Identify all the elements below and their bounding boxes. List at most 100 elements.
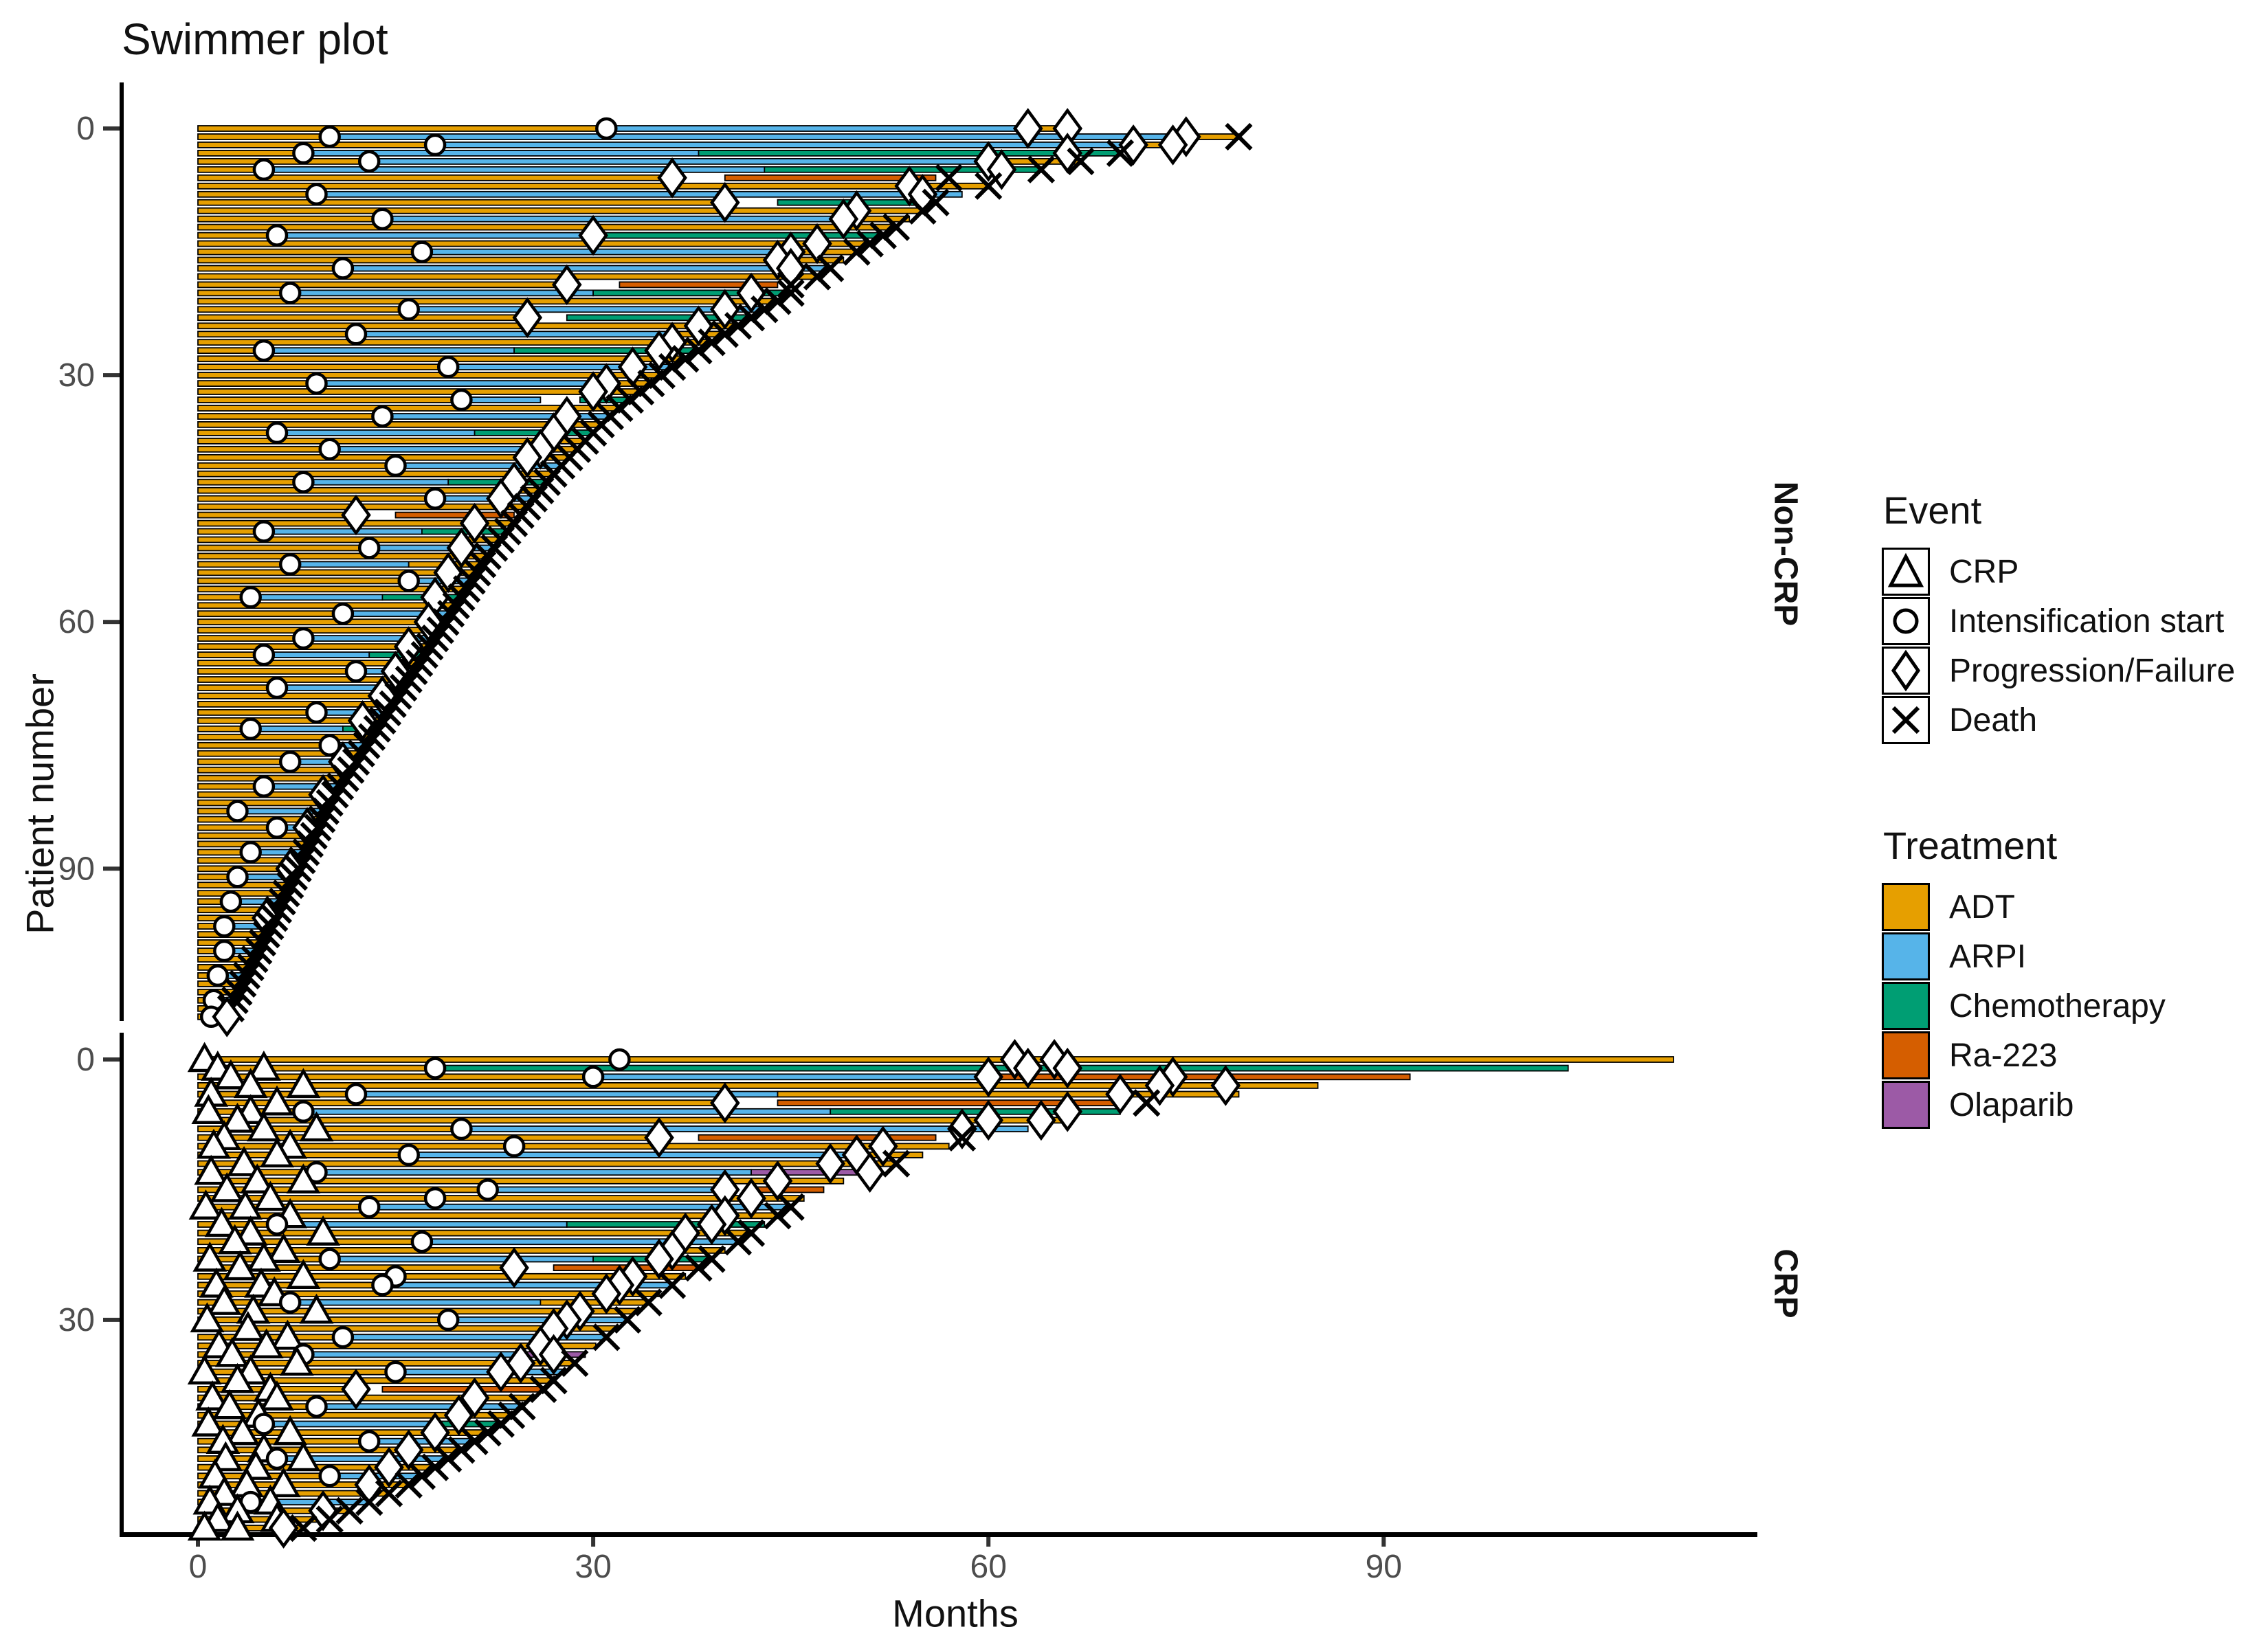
event-crp-marker — [230, 1310, 265, 1341]
event-death-marker — [432, 608, 460, 636]
event-death-marker — [408, 1462, 436, 1490]
event-intensification-marker — [292, 1100, 315, 1123]
treatment-segment-P — [592, 1073, 990, 1081]
svg-text:90: 90 — [1366, 1549, 1402, 1585]
event-progression-marker — [854, 1152, 885, 1193]
legend-event: Event CRP Intensification start Progressio… — [1882, 488, 2235, 745]
treatment-segment-A — [197, 1143, 950, 1150]
diamond-icon — [1882, 647, 1930, 695]
svg-text:60: 60 — [970, 1549, 1007, 1585]
event-death-marker — [400, 657, 428, 686]
event-progression-marker — [512, 436, 543, 478]
event-crp-marker — [286, 1259, 321, 1290]
event-progression-marker — [1012, 1047, 1043, 1089]
event-intensification-marker — [226, 866, 249, 888]
treatment-segment-A — [197, 1117, 1069, 1124]
event-progression-marker — [393, 1429, 424, 1471]
treatment-segment-R — [698, 1134, 937, 1141]
event-intensification-marker — [502, 1135, 526, 1158]
event-crp-marker — [212, 1389, 247, 1420]
panel-bars-Non-CRP — [197, 125, 1240, 1020]
treatment-segment-P — [315, 380, 608, 387]
treatment-segment-C — [434, 1064, 1569, 1072]
event-crp-marker — [191, 1094, 226, 1125]
event-intensification-marker — [252, 643, 276, 666]
event-intensification-marker — [384, 1360, 407, 1383]
event-death-marker — [751, 295, 779, 324]
circle-icon — [1882, 597, 1930, 645]
treatment-segment-A — [197, 741, 331, 749]
event-intensification-marker — [371, 1274, 394, 1297]
treatment-segment-A — [197, 602, 457, 609]
event-death-marker — [355, 1488, 383, 1516]
treatment-segment-A — [197, 544, 370, 552]
event-progression-marker — [973, 1099, 1003, 1141]
event-death-marker — [803, 262, 832, 291]
treatment-segment-A — [197, 561, 291, 568]
event-crp-marker — [228, 1189, 263, 1220]
event-intensification-marker — [318, 734, 341, 757]
event-crp-marker — [187, 1354, 222, 1384]
event-crp-marker — [207, 1285, 242, 1315]
treatment-segment-A — [197, 635, 304, 642]
treatment-segment-A — [197, 273, 818, 280]
event-crp-marker — [266, 1467, 301, 1498]
treatment-segment-A — [197, 627, 441, 634]
event-death-marker — [724, 312, 753, 340]
treatment-segment-A — [197, 429, 278, 436]
event-crp-marker — [188, 1189, 223, 1220]
treatment-segment-A — [197, 668, 357, 675]
event-intensification-marker — [436, 1308, 460, 1332]
event-death-marker — [236, 953, 265, 982]
event-death-marker — [487, 1410, 515, 1438]
event-crp-marker — [270, 1319, 305, 1350]
treatment-segment-A — [197, 618, 447, 626]
event-intensification-marker — [305, 1395, 328, 1418]
event-crp-marker — [249, 1328, 284, 1359]
event-death-marker — [232, 961, 261, 990]
event-death-marker — [1027, 155, 1056, 183]
treatment-segment-C — [566, 1221, 766, 1228]
treatment-segment-P — [302, 478, 449, 486]
event-progression-marker — [433, 552, 463, 594]
event-progression-marker — [459, 502, 490, 544]
event-crp-marker — [286, 1441, 321, 1472]
event-death-marker — [241, 945, 269, 974]
event-death-marker — [869, 221, 897, 249]
event-death-marker — [468, 550, 497, 579]
event-death-marker — [229, 969, 257, 998]
event-intensification-marker — [239, 717, 262, 741]
event-death-marker — [764, 287, 792, 315]
event-death-marker — [300, 822, 328, 850]
event-intensification-marker — [265, 1447, 289, 1470]
event-death-marker — [474, 542, 502, 570]
treatment-segment-P — [249, 594, 383, 601]
treatment-segment-A — [197, 256, 845, 264]
event-crp-marker — [220, 1510, 255, 1541]
event-death-marker — [463, 559, 491, 587]
event-crp-marker — [253, 1180, 288, 1211]
treatment-segment-P — [289, 1299, 542, 1306]
treatment-segment-P — [276, 232, 594, 239]
event-death-marker — [1225, 122, 1253, 151]
legend-treatment-item: ADT — [1882, 883, 2166, 931]
treatment-segment-P — [342, 265, 832, 272]
event-progression-marker — [657, 157, 687, 199]
event-crp-marker — [190, 1302, 225, 1333]
treatment-segment-A — [197, 470, 555, 478]
treatment-segment-A — [197, 1056, 1674, 1063]
event-death-marker — [447, 1436, 476, 1464]
event-intensification-marker — [278, 282, 302, 304]
legend-event-item: CRP — [1882, 548, 2235, 596]
treatment-segment-A — [197, 157, 370, 165]
svg-text:30: 30 — [58, 1302, 95, 1338]
event-death-marker — [315, 1505, 344, 1534]
svg-text:90: 90 — [58, 851, 95, 887]
event-crp-marker — [220, 1362, 255, 1393]
treatment-segment-A — [197, 265, 344, 272]
event-death-marker — [421, 624, 449, 653]
event-death-marker — [416, 632, 444, 661]
event-intensification-marker — [265, 816, 289, 839]
event-intensification-marker — [423, 1187, 447, 1210]
event-death-marker — [909, 197, 937, 225]
